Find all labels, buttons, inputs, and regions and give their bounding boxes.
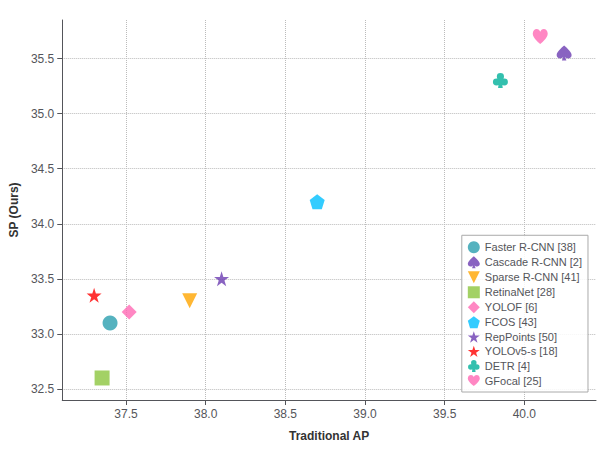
- svg-text:32.5: 32.5: [31, 382, 55, 396]
- svg-text:YOLOF [6]: YOLOF [6]: [485, 301, 538, 313]
- svg-text:Faster R-CNN [38]: Faster R-CNN [38]: [485, 241, 576, 253]
- svg-text:34.5: 34.5: [31, 162, 55, 176]
- svg-text:Traditional AP: Traditional AP: [289, 429, 369, 443]
- svg-text:34.0: 34.0: [31, 217, 55, 231]
- svg-text:33.0: 33.0: [31, 327, 55, 341]
- svg-text:33.5: 33.5: [31, 272, 55, 286]
- svg-text:SP (Ours): SP (Ours): [7, 182, 21, 237]
- svg-text:GFocal [25]: GFocal [25]: [485, 375, 542, 387]
- svg-text:RetinaNet [28]: RetinaNet [28]: [485, 286, 555, 298]
- svg-text:35.0: 35.0: [31, 107, 55, 121]
- svg-text:YOLOv5-s [18]: YOLOv5-s [18]: [485, 345, 558, 357]
- svg-text:37.5: 37.5: [114, 407, 138, 421]
- svg-text:RepPoints [50]: RepPoints [50]: [485, 331, 557, 343]
- svg-text:FCOS [43]: FCOS [43]: [485, 316, 537, 328]
- svg-text:DETR [4]: DETR [4]: [485, 360, 530, 372]
- svg-text:Sparse R-CNN [41]: Sparse R-CNN [41]: [485, 271, 580, 283]
- svg-text:40.0: 40.0: [513, 407, 537, 421]
- svg-text:39.0: 39.0: [353, 407, 377, 421]
- svg-text:39.5: 39.5: [433, 407, 457, 421]
- svg-text:38.5: 38.5: [274, 407, 298, 421]
- svg-text:35.5: 35.5: [31, 52, 55, 66]
- svg-text:38.0: 38.0: [194, 407, 218, 421]
- svg-text:Cascade R-CNN [2]: Cascade R-CNN [2]: [485, 256, 582, 268]
